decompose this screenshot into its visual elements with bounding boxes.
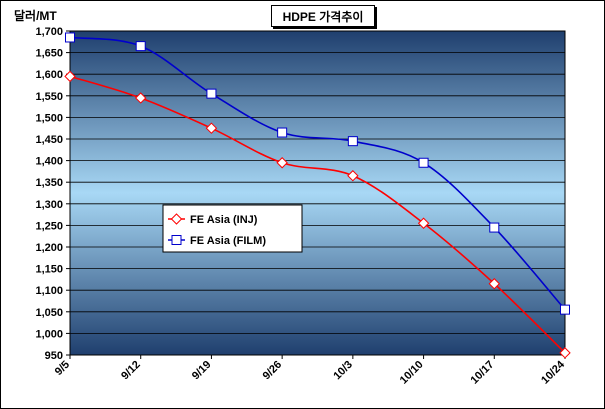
- chart-title: HDPE 가격추이: [271, 5, 375, 27]
- y-tick-label: 1,350: [35, 177, 63, 189]
- data-point-inj: [205, 122, 218, 134]
- x-tick-label: 10/10: [398, 359, 426, 387]
- data-point-film: [489, 222, 500, 233]
- data-point-film: [135, 41, 146, 52]
- data-point-film: [418, 157, 429, 168]
- y-tick-label: 950: [45, 350, 63, 362]
- x-tick-label: 10/3: [331, 359, 355, 383]
- x-tick-label: 9/26: [261, 359, 285, 383]
- data-point-inj: [64, 70, 76, 83]
- data-point-inj: [135, 92, 147, 104]
- data-point-film: [560, 304, 570, 315]
- y-tick-label: 1,000: [35, 328, 63, 340]
- y-tick-label: 1,700: [35, 26, 63, 38]
- y-tick-label: 1,250: [35, 220, 63, 232]
- legend-label-film: FE Asia (FILM): [190, 235, 266, 247]
- data-point-inj: [347, 170, 359, 182]
- data-point-inj: [488, 278, 500, 290]
- y-tick-label: 1,400: [35, 156, 63, 168]
- data-point-inj: [559, 347, 571, 359]
- y-tick-label: 1,150: [35, 264, 63, 276]
- y-tick-label: 1,600: [35, 69, 63, 81]
- y-axis-label: 달러/MT: [14, 9, 57, 23]
- data-point-film: [65, 32, 75, 43]
- legend-marker-inj: [170, 213, 183, 225]
- data-point-inj: [276, 157, 288, 169]
- y-tick-label: 1,050: [35, 307, 63, 319]
- y-tick-label: 1,550: [35, 91, 63, 103]
- x-tick-label: 10/17: [468, 359, 496, 387]
- data-point-film: [347, 136, 358, 147]
- y-tick-label: 1,500: [35, 112, 63, 124]
- x-tick-label: 9/19: [190, 359, 214, 383]
- y-tick-label: 1,650: [35, 48, 63, 60]
- data-point-film: [206, 88, 217, 99]
- y-tick-label: 1,300: [35, 199, 63, 211]
- x-tick-label: 9/12: [119, 359, 143, 383]
- y-tick-label: 1,200: [35, 242, 63, 254]
- legend: [162, 204, 303, 253]
- y-tick-label: 1,100: [35, 285, 63, 297]
- y-tick-label: 1,450: [35, 134, 63, 146]
- x-tick-label: 10/24: [539, 358, 568, 387]
- legend-marker-film: [171, 235, 182, 245]
- data-point-inj: [417, 217, 430, 229]
- plot-area: [69, 30, 566, 356]
- legend-label-inj: FE Asia (INJ): [190, 214, 258, 226]
- data-point-film: [277, 127, 288, 138]
